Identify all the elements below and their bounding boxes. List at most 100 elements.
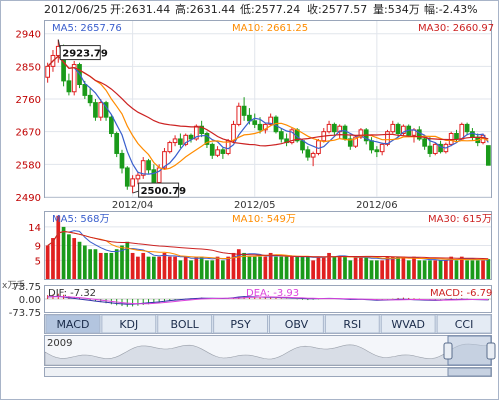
volume-bar-down: [88, 249, 92, 279]
volume-bar-up: [390, 256, 395, 279]
ma30-line: [47, 55, 489, 147]
ma5-label: MA5: 2657.76: [52, 23, 122, 34]
tab-rsi[interactable]: [324, 314, 380, 334]
volume-bar-down: [247, 256, 252, 279]
volume-bar-down: [146, 256, 151, 279]
volume-bar-down: [465, 260, 469, 279]
candle-up: [326, 123, 332, 133]
header-close: 收:2577.57: [307, 2, 367, 16]
volume-tick-label: 9: [35, 242, 41, 253]
candle-down: [82, 84, 88, 96]
candle-down: [342, 125, 348, 140]
volume-bar-up: [321, 256, 326, 279]
candle-up: [45, 65, 51, 78]
candle-down: [109, 116, 114, 134]
navigator-scrollbar[interactable]: [44, 367, 492, 377]
volume-bar-down: [470, 260, 475, 279]
tab-boll[interactable]: [157, 314, 213, 334]
volume-bar-down: [205, 260, 209, 279]
volume-bar-up: [433, 260, 438, 279]
volume-bar-down: [428, 260, 432, 279]
macd-label: MACD: -6.79: [430, 288, 492, 299]
volume-bar-up: [444, 260, 448, 279]
candle-down: [146, 160, 151, 171]
volume-grid: [45, 226, 491, 261]
volume-bar-up: [311, 260, 315, 279]
tab-cci[interactable]: [436, 314, 492, 334]
volume-bar-down: [417, 260, 422, 279]
candle-down: [220, 149, 226, 154]
candle-up: [215, 149, 220, 156]
date-axis: 2012/04 2012/05 2012/06: [112, 200, 398, 211]
volume-bar-down: [475, 260, 480, 279]
candle-up: [98, 102, 104, 118]
volume-bar-down: [93, 249, 98, 279]
volume-bar-down: [374, 260, 379, 279]
price-tick-label: 2850: [16, 62, 41, 73]
volume-bar-up: [167, 256, 172, 279]
macd-tick-label: -73.75: [9, 308, 41, 319]
candle-up: [358, 129, 364, 138]
candle-down: [454, 132, 459, 140]
candle-down: [485, 145, 491, 166]
candle-down: [422, 138, 427, 147]
candle-down: [300, 140, 305, 151]
candle-up: [310, 152, 316, 158]
vol-ma30-line: [47, 230, 489, 260]
ma5-line: [47, 55, 489, 175]
tab-wvad[interactable]: [380, 314, 436, 334]
volume-bar-down: [252, 256, 257, 279]
tab-macd[interactable]: [45, 314, 101, 334]
candle-up: [135, 174, 141, 180]
candle-up: [162, 151, 167, 169]
volume-bar-up: [412, 256, 416, 279]
tab-obv[interactable]: [269, 314, 324, 334]
candle-up: [385, 131, 390, 145]
macd-legend: DIF: -7.32 DEA: -3.93 MACD: -6.79: [48, 288, 492, 299]
candle-down: [257, 123, 263, 131]
candle-up: [390, 123, 396, 133]
navigator-left-handle[interactable]: [443, 342, 453, 360]
volume-bars: [45, 215, 491, 279]
volume-bar-up: [385, 256, 390, 279]
volume-bar-up: [380, 260, 385, 279]
svg-text:2500.79: 2500.79: [141, 186, 187, 197]
tab-label: KDJ: [119, 318, 138, 331]
candle-up: [231, 123, 236, 142]
navigator-selection-window[interactable]: [447, 335, 492, 366]
volume-bar-down: [454, 260, 459, 279]
volume-tick-label: 5: [35, 256, 41, 267]
volume-bar-up: [130, 252, 135, 279]
navigator-right-handle[interactable]: [486, 342, 496, 360]
tab-psy[interactable]: [213, 314, 268, 334]
candle-up: [193, 125, 199, 140]
candle-down: [332, 123, 337, 133]
tab-label: PSY: [230, 318, 251, 331]
volume-bar-up: [194, 256, 199, 279]
candle-down: [204, 132, 210, 145]
candle-up: [71, 64, 77, 93]
tab-kdj[interactable]: [101, 314, 157, 334]
volume-bar-up: [183, 256, 188, 279]
volume-bar-down: [486, 259, 491, 279]
scrollbar-thumb[interactable]: [447, 367, 492, 377]
volume-bar-down: [364, 256, 369, 279]
indicator-tabs: MACD KDJ BOLL PSY OBV RSI WVAD CCI: [45, 314, 492, 334]
volume-bar-up: [45, 245, 50, 279]
candle-down: [427, 145, 433, 154]
volume-bar-up: [51, 238, 55, 279]
volume-bar-down: [82, 245, 87, 279]
volume-bar-up: [263, 256, 268, 279]
macd-lines: [47, 295, 489, 305]
header-high: 高:2631.44: [175, 2, 235, 16]
volume-bar-down: [178, 260, 183, 279]
tab-label: OBV: [285, 318, 309, 331]
candle-up: [268, 116, 274, 125]
tab-label: BOLL: [171, 318, 200, 331]
volume-bar-up: [449, 256, 454, 279]
macd-axis: 73.75 0.00 -73.75: [9, 282, 41, 319]
volume-axis: 14 9 5: [28, 223, 41, 268]
high-annotation: 2923.79: [57, 39, 108, 61]
